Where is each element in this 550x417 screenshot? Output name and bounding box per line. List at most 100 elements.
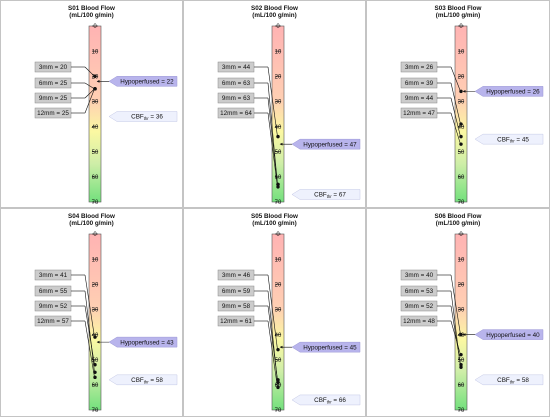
- cbf-prefix: CBF: [131, 114, 144, 121]
- tick-label: 10: [92, 257, 99, 263]
- measurement-marker: 3mm = 20: [34, 61, 97, 78]
- tick-label: 10: [92, 49, 99, 55]
- measurement-marker: 3mm = 44: [217, 61, 280, 139]
- tick-label: 30: [275, 308, 282, 314]
- measurement-marker: 6mm = 25: [34, 77, 97, 91]
- measurement-marker: 12mm = 47: [400, 107, 463, 146]
- tick-label: 40: [92, 125, 99, 131]
- measurement-marker: 9mm = 44: [400, 92, 463, 139]
- leader-line: [84, 290, 95, 373]
- tick-label: 70: [275, 200, 282, 206]
- tick-label: 50: [458, 150, 465, 156]
- hypoperfused-marker: Hypoperfused = 47: [279, 138, 361, 150]
- data-point: [93, 87, 97, 91]
- measurement-label: 12mm = 64: [220, 110, 252, 117]
- measurement-marker: 12mm = 64: [217, 107, 280, 189]
- cbf-threshold-callout: [291, 394, 361, 406]
- leader-line: [84, 88, 95, 99]
- panel-title: S01 Blood Flow: [68, 5, 115, 12]
- data-point: [93, 370, 97, 374]
- tick-label: 0: [276, 24, 280, 30]
- cbf-value: = 67: [332, 192, 347, 199]
- panel-subtitle: (mL/100 g/min): [252, 220, 297, 228]
- cbf-threshold-callout: [108, 111, 178, 122]
- cbf-prefix: CBF: [131, 377, 144, 384]
- cbf-prefix: CBF: [314, 192, 327, 199]
- cbf-threshold-label: CBFthr = 36: [131, 114, 163, 121]
- measurement-label: 3mm = 20: [39, 64, 68, 71]
- data-point: [459, 134, 463, 139]
- cbf-value: = 36: [149, 114, 164, 121]
- hypoperfused-label: Hypoperfused = 43: [120, 339, 174, 346]
- hypoperfused-marker: Hypoperfused = 43: [96, 336, 178, 348]
- cbf-value: = 58: [149, 377, 164, 384]
- cbf-subscript: thr: [144, 116, 149, 121]
- data-point: [459, 142, 463, 146]
- measurement-marker: 12mm = 57: [34, 315, 97, 380]
- leader-line: [84, 82, 95, 90]
- cbf-threshold-label: CBFthr = 45: [497, 136, 529, 143]
- panel-title: S06 Blood Flow: [434, 213, 482, 220]
- data-point: [459, 332, 463, 337]
- leader-line: [450, 274, 461, 335]
- tick-label: 10: [275, 257, 282, 263]
- panel-title: S02 Blood Flow: [251, 5, 298, 12]
- cbf-value: = 45: [515, 136, 530, 143]
- hypoperfused-label: Hypoperfused = 45: [303, 344, 357, 351]
- cbf-subscript: thr: [510, 139, 515, 144]
- cbf-value: = 66: [332, 397, 347, 404]
- cbf-threshold-marker: CBFthr = 36: [108, 111, 178, 122]
- panel-title: S04 Blood Flow: [68, 213, 115, 220]
- tick-label: 70: [458, 200, 465, 206]
- cbf-subscript: thr: [510, 379, 515, 384]
- tick-label: 30: [275, 100, 282, 106]
- cbf-threshold-callout: [108, 374, 178, 386]
- data-point: [459, 365, 463, 369]
- cbf-threshold-callout: [474, 133, 544, 145]
- measurement-marker: 6mm = 39: [400, 77, 463, 126]
- cbf-subscript: thr: [144, 379, 149, 384]
- leader-line: [267, 274, 278, 350]
- cbf-threshold-marker: CBFthr = 67: [291, 189, 361, 200]
- hypoperfused-marker: Hypoperfused = 22: [96, 76, 178, 87]
- panel-subtitle: (mL/100 g/min): [69, 220, 114, 228]
- hypoperfused-callout: [474, 329, 544, 340]
- data-point: [459, 89, 463, 94]
- measurement-label: 3mm = 40: [405, 272, 434, 279]
- tick-label: 40: [275, 333, 282, 339]
- measurement-label: 12mm = 48: [403, 318, 435, 325]
- data-point: [93, 363, 97, 367]
- measurement-marker: 6mm = 53: [400, 285, 463, 369]
- measurement-label: 9mm = 44: [405, 95, 434, 102]
- measurement-marker: 3mm = 26: [400, 61, 463, 94]
- measurement-label: 6mm = 53: [405, 288, 434, 295]
- cbf-prefix: CBF: [314, 397, 327, 404]
- measurement-label: 12mm = 25: [37, 110, 69, 117]
- measurement-marker: 9mm = 52: [400, 300, 463, 367]
- cbf-threshold-label: CBFthr = 58: [497, 377, 529, 384]
- measurement-marker: 6mm = 63: [217, 77, 280, 187]
- data-point: [459, 352, 463, 357]
- hypoperfused-marker: Hypoperfused = 26: [462, 86, 544, 97]
- hypoperfused-callout: [291, 138, 361, 150]
- measurement-marker: 9mm = 52: [34, 300, 97, 367]
- measurement-marker: 3mm = 40: [400, 269, 463, 337]
- hypoperfused-label: Hypoperfused = 47: [303, 141, 357, 148]
- leader-line: [450, 82, 461, 125]
- cbf-threshold-callout: [291, 189, 361, 200]
- leader-line: [267, 112, 278, 187]
- tick-label: 70: [92, 408, 99, 414]
- panel-s02: S02 Blood Flow (mL/100 g/min) 0 10 20 30 40 5…: [183, 0, 366, 208]
- panel-s05: S05 Blood Flow (mL/100 g/min) 0 10 20 30 40 5…: [183, 208, 366, 417]
- tick-label: 30: [92, 308, 99, 314]
- hypoperfused-label: Hypoperfused = 22: [120, 79, 174, 86]
- cbf-threshold-marker: CBFthr = 58: [474, 374, 544, 386]
- measurement-label: 9mm = 25: [39, 95, 68, 102]
- measurement-marker: 12mm = 48: [400, 315, 463, 357]
- panel-title: S05 Blood Flow: [251, 213, 298, 220]
- tick-label: 40: [275, 125, 282, 131]
- panel-s03: S03 Blood Flow (mL/100 g/min) 0 10 20 30 40 5…: [366, 0, 550, 208]
- hypoperfused-label: Hypoperfused = 26: [486, 89, 540, 96]
